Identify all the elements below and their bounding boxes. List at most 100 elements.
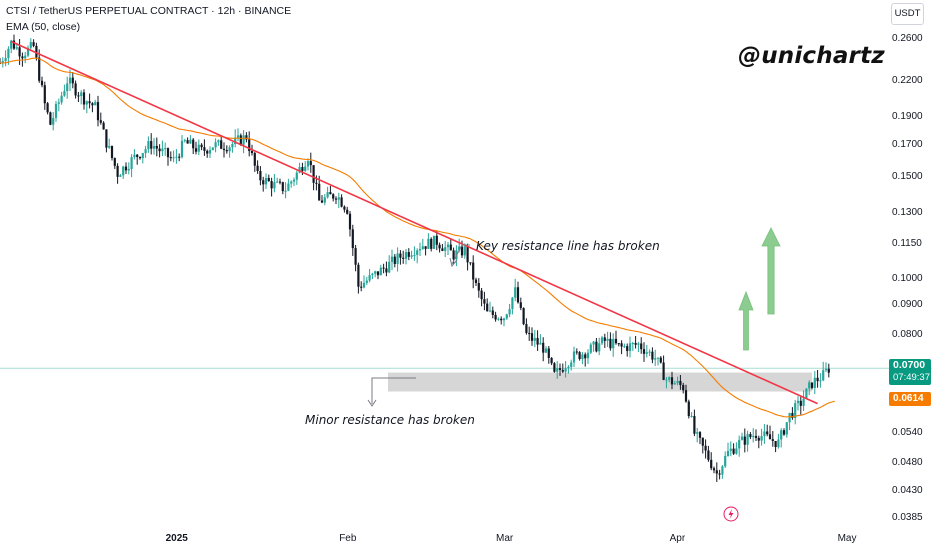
pointer-line: [371, 377, 416, 404]
candle: [150, 133, 153, 155]
candle: [180, 134, 184, 159]
candle: [424, 246, 427, 256]
candle: [416, 248, 419, 264]
candle-body: [603, 337, 606, 341]
candle-body: [796, 400, 800, 404]
candle: [754, 429, 758, 441]
candle-body: [634, 342, 637, 345]
candle-body: [606, 338, 609, 341]
candle-body: [102, 122, 105, 130]
candle-body: [810, 382, 814, 388]
candle: [606, 331, 609, 348]
candle: [472, 255, 475, 289]
candle-body: [161, 148, 164, 152]
candle-body: [721, 466, 724, 475]
candle-body: [553, 363, 556, 372]
candle: [550, 357, 553, 366]
candle: [729, 441, 732, 457]
candle: [71, 72, 74, 89]
candle: [256, 160, 259, 174]
candle-body: [620, 343, 623, 347]
candle-body: [508, 309, 511, 315]
candle-body: [567, 366, 570, 369]
candle: [572, 346, 576, 367]
candle-body: [80, 92, 83, 96]
candle: [200, 143, 203, 151]
candle-body: [276, 181, 279, 183]
candle: [147, 136, 150, 153]
candle: [166, 147, 170, 166]
candle-body: [522, 307, 525, 325]
candle-body: [334, 198, 338, 200]
candle-body: [519, 302, 522, 308]
candle: [242, 130, 245, 154]
candle-body: [690, 415, 693, 417]
price-tick-label: 0.0540: [892, 427, 923, 439]
candle: [810, 382, 814, 390]
candle-body: [248, 139, 251, 151]
candle-body: [614, 338, 618, 344]
last-price-value: 0.0700: [893, 359, 926, 371]
candle: [659, 356, 662, 364]
candle-body: [645, 352, 648, 354]
candle: [225, 145, 228, 154]
candle-body: [626, 346, 629, 351]
candle: [522, 307, 525, 326]
candle-body: [379, 267, 382, 276]
candle-body: [292, 179, 296, 182]
candle: [152, 138, 156, 155]
candle: [393, 253, 396, 268]
ema-price-value: 0.0614: [893, 393, 924, 404]
candle: [404, 249, 408, 265]
candle: [161, 140, 164, 156]
candle-body: [754, 435, 758, 438]
candle-body: [99, 120, 102, 123]
candle-body: [180, 140, 184, 158]
candle: [390, 249, 394, 271]
candle: [248, 131, 251, 157]
candle-body: [648, 351, 651, 353]
currency-unit-button[interactable]: USDT: [891, 3, 924, 25]
candle: [620, 340, 623, 355]
candle-body: [539, 342, 542, 345]
candle-body: [542, 342, 545, 353]
candle: [738, 435, 741, 457]
pointer-head: [449, 257, 458, 268]
candle-body: [242, 135, 245, 145]
candle-body: [749, 434, 752, 438]
candle-body: [738, 439, 741, 449]
candle: [612, 333, 615, 357]
candle-body: [651, 351, 654, 360]
candle: [323, 194, 326, 206]
candle-body: [782, 430, 786, 435]
candle: [102, 121, 105, 130]
candle-body: [494, 314, 497, 320]
candle: [66, 76, 69, 99]
candle-body: [458, 246, 461, 251]
candle-body: [732, 448, 735, 454]
candle: [186, 137, 189, 144]
time-tick-label: Feb: [339, 533, 357, 544]
candle: [214, 138, 217, 153]
ema-price-badge: 0.0614: [889, 392, 931, 406]
indicator-label[interactable]: EMA (50, close): [6, 21, 81, 33]
candle-body: [668, 377, 671, 380]
candle: [679, 374, 682, 390]
candle-body: [444, 247, 447, 251]
candle: [122, 165, 125, 179]
candle-body: [35, 45, 38, 58]
candle-body: [404, 252, 408, 259]
candle: [556, 361, 559, 379]
price-tick-label: 0.0430: [892, 484, 923, 496]
candle-body: [7, 48, 10, 59]
candle-body: [684, 390, 688, 402]
candle-body: [679, 380, 682, 386]
candle: [85, 100, 88, 114]
candle-body: [592, 341, 595, 345]
candle-body: [407, 252, 410, 257]
candle-body: [267, 177, 270, 182]
candle: [491, 306, 494, 319]
candle: [584, 352, 587, 367]
